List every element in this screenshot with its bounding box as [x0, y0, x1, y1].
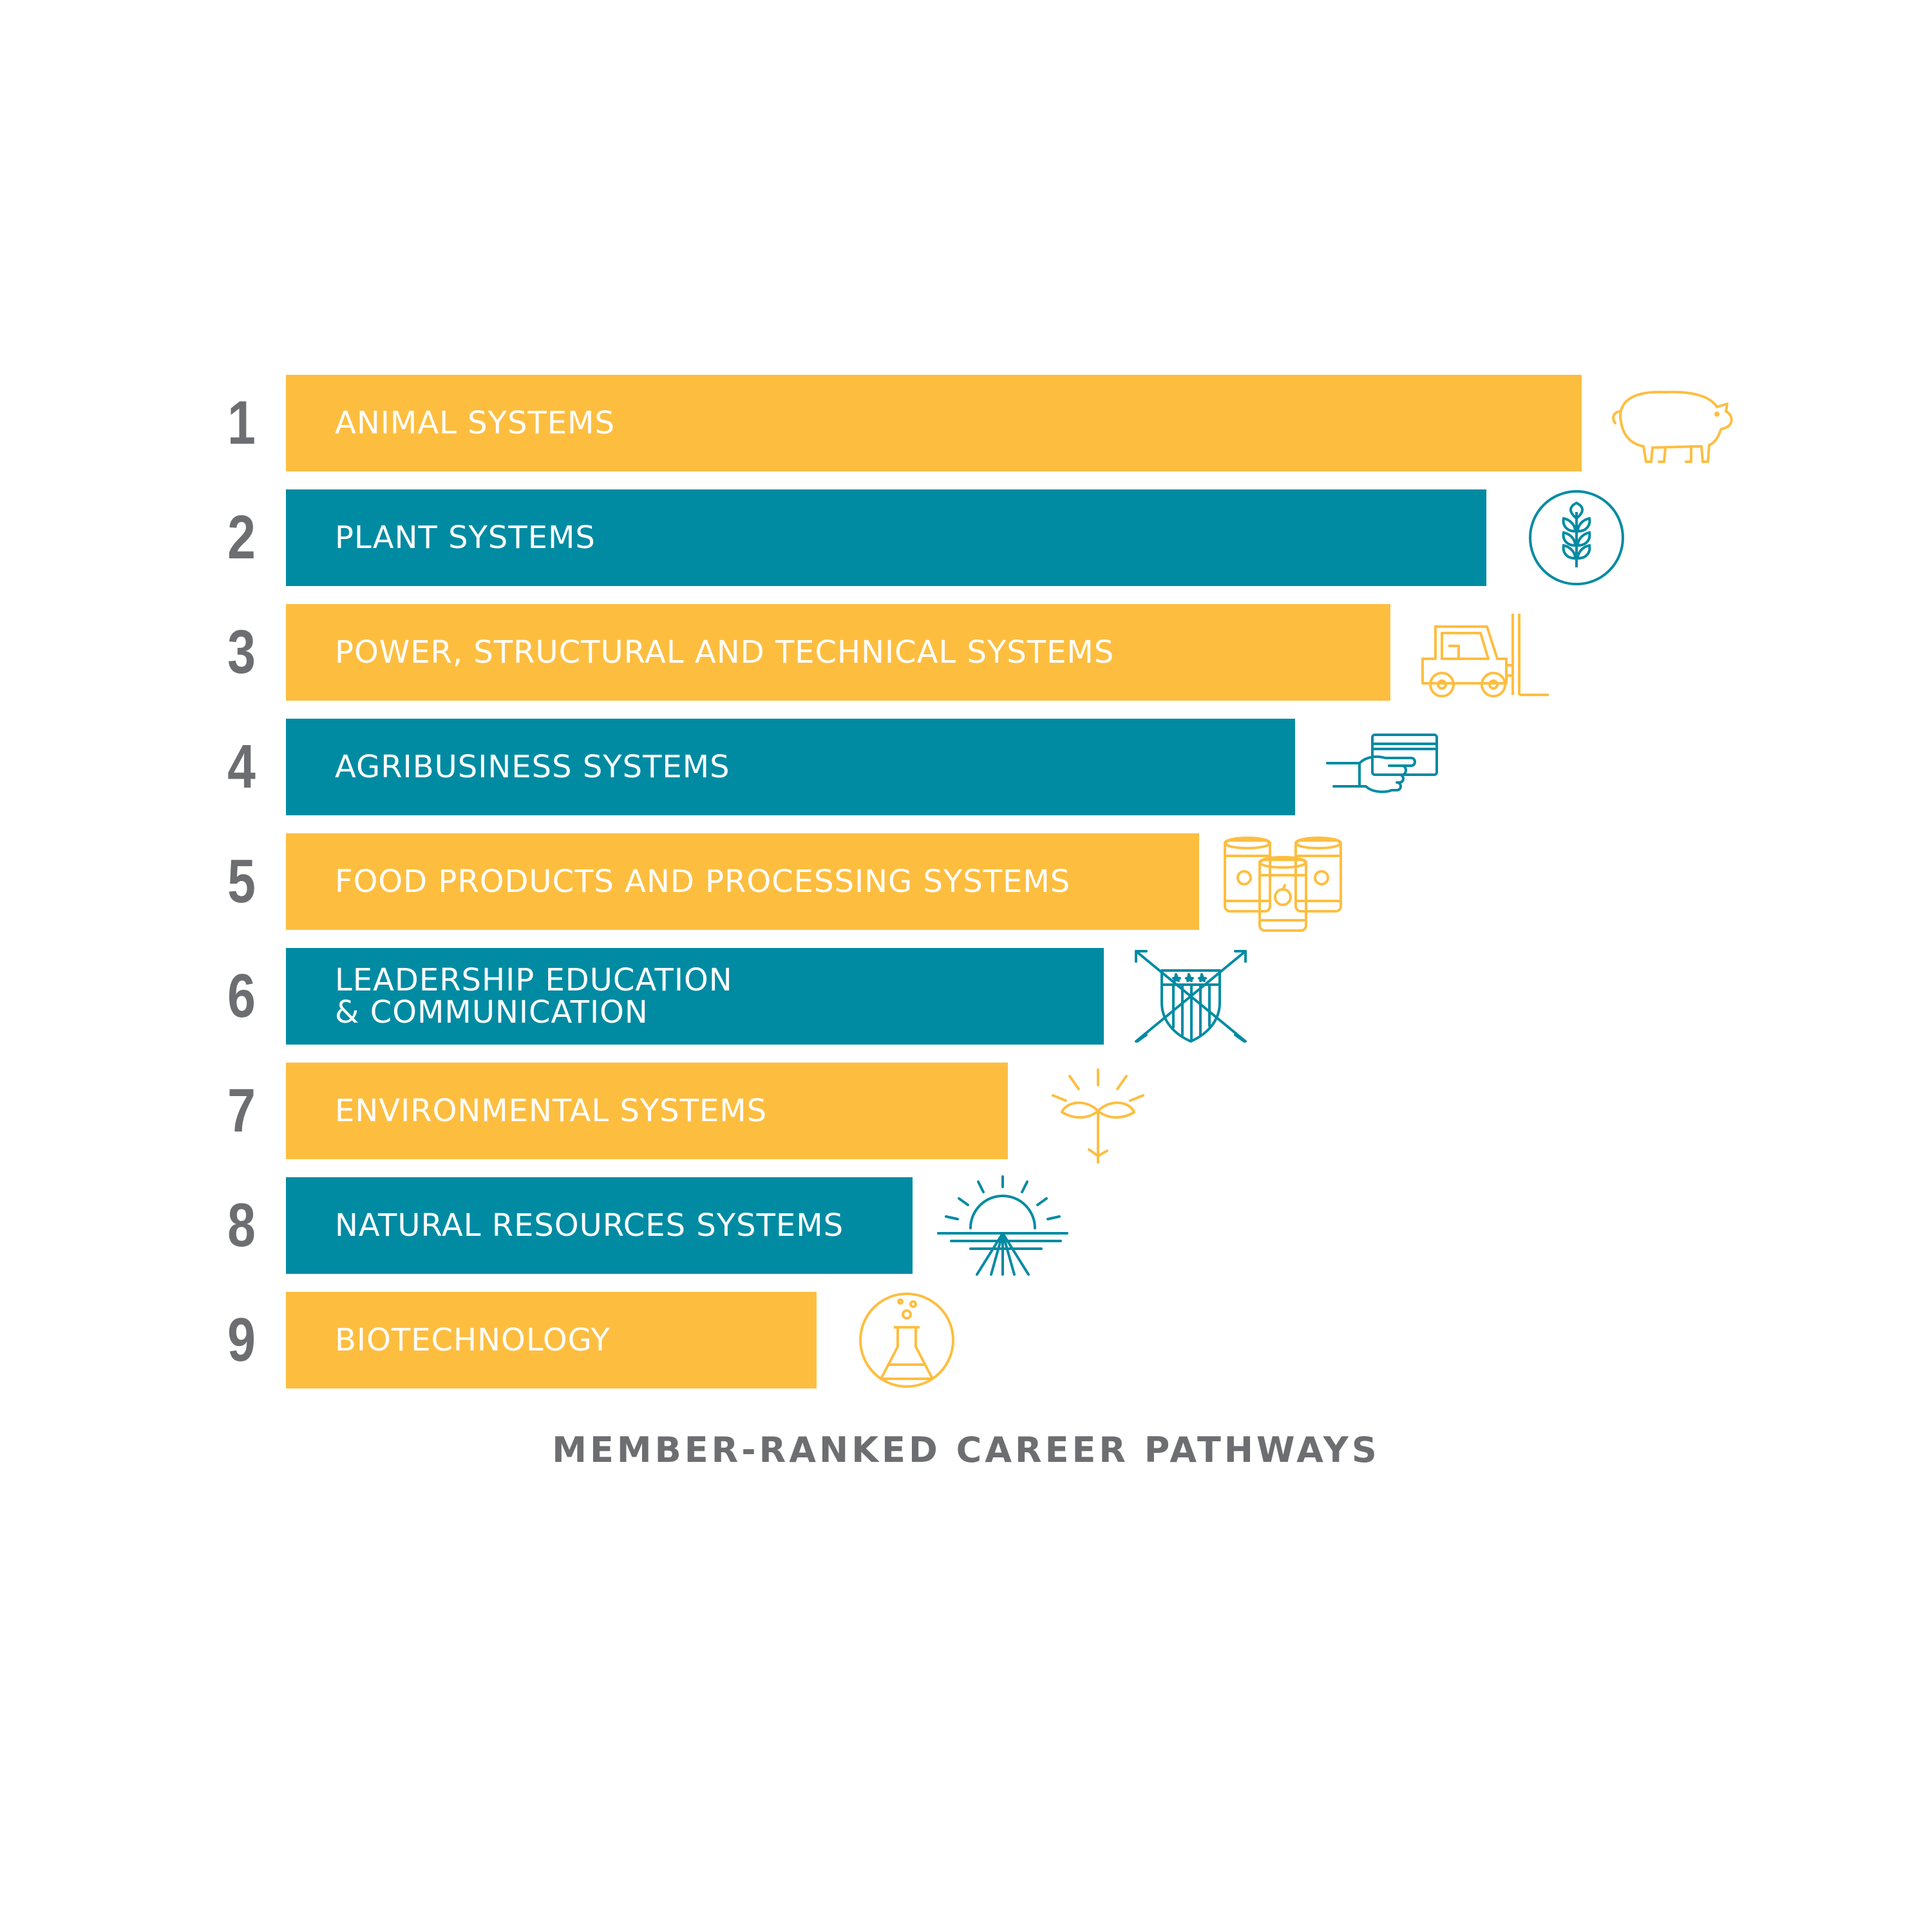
bar-label: NATURAL RESOURCES SYSTEMS: [335, 1208, 844, 1244]
bar-label: AGRIBUSINESS SYSTEMS: [335, 749, 730, 785]
sunrise-field-icon: [932, 1174, 1074, 1277]
wheat-icon: [1506, 486, 1647, 589]
rank-number: 9: [227, 1305, 256, 1374]
rank-number: 4: [227, 732, 256, 801]
rank-number: 5: [227, 847, 256, 916]
bar-label: LEADERSHIP EDUCATION & COMMUNICATION: [335, 962, 733, 1030]
rank-number: 8: [227, 1191, 256, 1260]
hand-card-icon: [1314, 715, 1456, 819]
rank-number: 3: [227, 618, 256, 687]
rank-number: 6: [227, 961, 256, 1030]
chart-title: MEMBER-RANKED CAREER PATHWAYS: [552, 1430, 1380, 1470]
bar-label: ANIMAL SYSTEMS: [335, 405, 615, 441]
bar-label: ENVIRONMENTAL SYSTEMS: [335, 1093, 768, 1129]
flask-icon: [836, 1289, 978, 1392]
rank-number: 2: [227, 503, 256, 572]
bar: AGRIBUSINESS SYSTEMS: [286, 719, 1295, 815]
rank-number: 7: [227, 1076, 256, 1145]
bar-label: POWER, STRUCTURAL AND TECHNICAL SYSTEMS: [335, 634, 1115, 670]
sprout-icon: [1027, 1059, 1169, 1164]
bar: LEADERSHIP EDUCATION & COMMUNICATION: [286, 948, 1104, 1045]
bar: NATURAL RESOURCES SYSTEMS: [286, 1177, 913, 1274]
bar: ANIMAL SYSTEMS: [286, 375, 1582, 471]
bar-label: PLANT SYSTEMS: [335, 520, 596, 556]
bar: FOOD PRODUCTS AND PROCESSING SYSTEMS: [286, 833, 1199, 930]
bar: ENVIRONMENTAL SYSTEMS: [286, 1063, 1008, 1159]
canned-food-icon: [1218, 830, 1360, 933]
bar: PLANT SYSTEMS: [286, 489, 1486, 586]
bar-label: FOOD PRODUCTS AND PROCESSING SYSTEMS: [335, 864, 1071, 900]
bar: BIOTECHNOLOGY: [286, 1292, 817, 1388]
rank-number: 1: [227, 388, 256, 457]
bar: POWER, STRUCTURAL AND TECHNICAL SYSTEMS: [286, 604, 1390, 701]
shield-arrows-icon: [1123, 945, 1265, 1048]
forklift-icon: [1410, 601, 1551, 704]
pig-icon: [1601, 372, 1743, 475]
bar-label: BIOTECHNOLOGY: [335, 1322, 611, 1358]
